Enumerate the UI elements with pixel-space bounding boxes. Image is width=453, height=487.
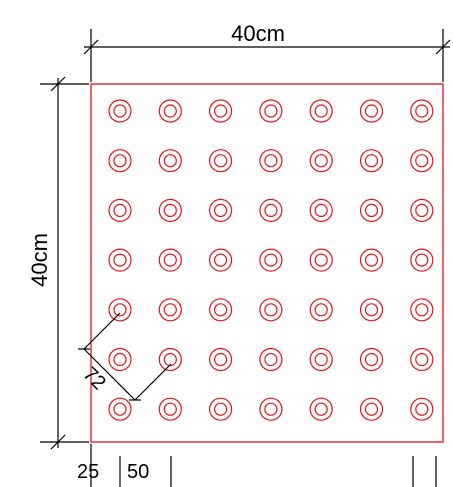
tactile-dot	[309, 347, 333, 372]
tactile-dot	[108, 149, 132, 173]
tactile-dot	[410, 298, 434, 322]
tactile-dot	[359, 198, 384, 222]
tactile-dot	[309, 149, 333, 173]
tactile-dot	[359, 347, 384, 372]
spacing-label: 50	[127, 461, 149, 483]
tactile-dot	[259, 149, 283, 173]
tile-outline	[90, 83, 444, 443]
dot-grid	[108, 99, 434, 421]
tactile-dot	[108, 397, 132, 421]
tactile-dot	[359, 298, 384, 322]
diagonal-label: 72	[79, 363, 110, 394]
tactile-dot	[259, 347, 283, 372]
tactile-dot	[209, 198, 233, 222]
tactile-dot	[209, 248, 233, 272]
tactile-dot	[259, 198, 283, 222]
tactile-dot	[410, 248, 434, 272]
tactile-dot	[410, 397, 434, 421]
diagonal-dimension: 72	[78, 312, 172, 401]
tactile-dot	[309, 397, 333, 421]
tactile-dot	[108, 347, 132, 372]
tactile-dot	[108, 298, 132, 322]
tactile-dot	[158, 248, 182, 272]
tactile-dot	[209, 397, 233, 421]
tactile-dot	[259, 248, 283, 272]
tactile-dot	[259, 99, 283, 123]
width-label: 40cm	[231, 21, 285, 46]
tactile-dot	[410, 198, 434, 222]
tactile-dot	[410, 149, 434, 173]
tactile-dot	[108, 99, 132, 123]
tactile-dot	[209, 298, 233, 322]
tactile-dot	[158, 198, 182, 222]
tactile-dot	[108, 198, 132, 222]
tactile-dot	[309, 99, 333, 123]
tactile-dot	[158, 298, 182, 322]
width-dimension: 40cm	[83, 21, 451, 82]
spacing-dimension: 25 50	[77, 444, 437, 487]
tactile-dot	[158, 99, 182, 123]
tactile-dot	[309, 248, 333, 272]
tactile-dot	[359, 397, 384, 421]
tactile-dot	[209, 347, 233, 372]
tactile-dot	[359, 99, 384, 123]
tactile-dot	[359, 248, 384, 272]
tactile-dot	[158, 397, 182, 421]
tactile-dot	[410, 99, 434, 123]
tactile-dot	[209, 99, 233, 123]
height-label: 40cm	[27, 233, 52, 287]
tactile-dot	[259, 397, 283, 421]
height-dimension: 40cm	[27, 76, 89, 450]
tactile-dot	[309, 298, 333, 322]
tactile-dot	[108, 248, 132, 272]
margin-label: 25	[77, 461, 99, 483]
tactile-dot	[259, 298, 283, 322]
tactile-dot	[410, 347, 434, 372]
tactile-dot	[209, 149, 233, 173]
tactile-dot	[359, 149, 384, 173]
tactile-dot	[158, 149, 182, 173]
tactile-dot	[158, 347, 182, 372]
tactile-dot	[309, 198, 333, 222]
